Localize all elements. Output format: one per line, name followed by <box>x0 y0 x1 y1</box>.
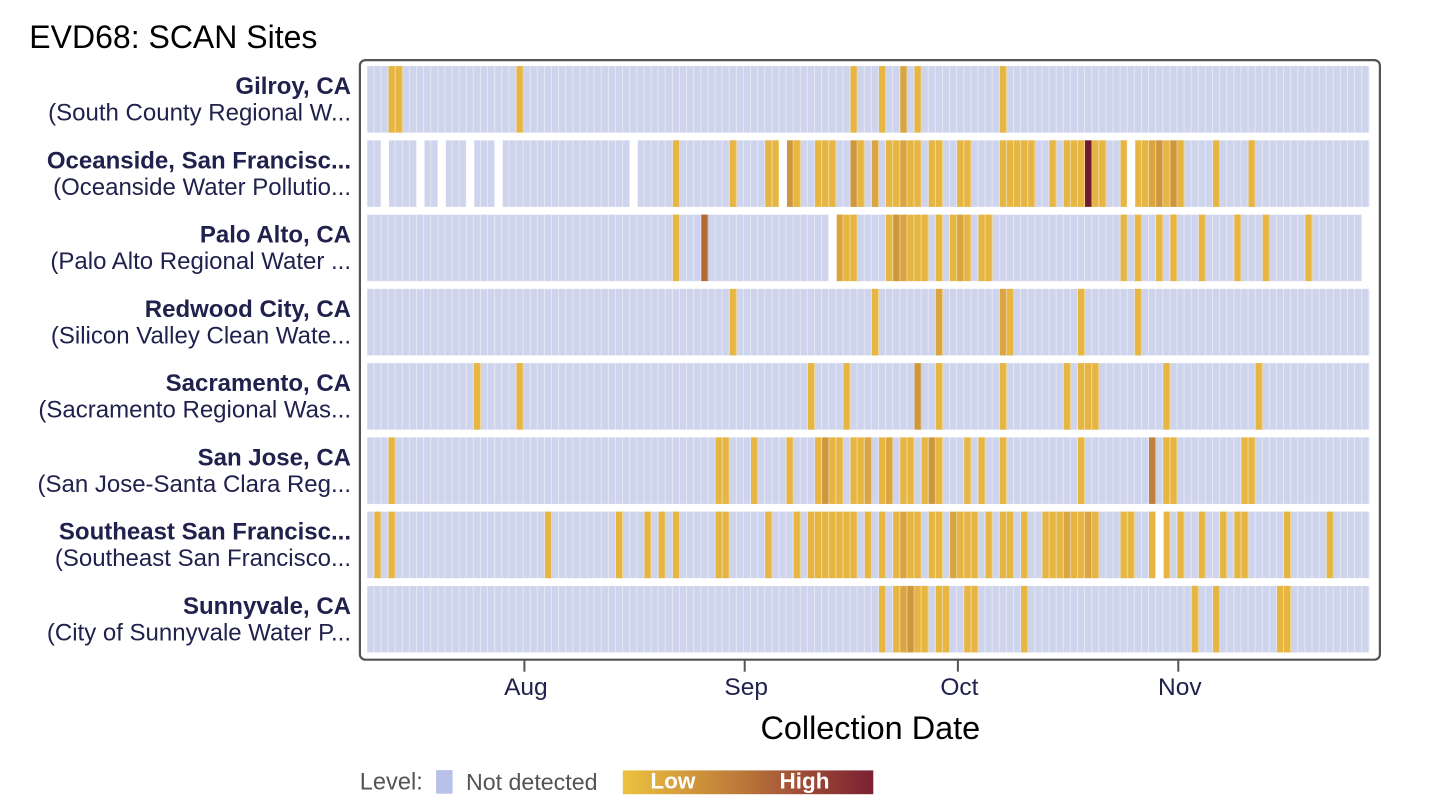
svg-text:(San Jose-Santa Clara Reg...: (San Jose-Santa Clara Reg... <box>38 471 352 498</box>
svg-text:(South County Regional W...: (South County Regional W... <box>48 100 351 127</box>
svg-text:Low: Low <box>650 769 695 794</box>
svg-text:Gilroy, CA: Gilroy, CA <box>235 73 351 100</box>
svg-text:(Oceanside Water Pollutio...: (Oceanside Water Pollutio... <box>53 174 351 201</box>
svg-text:(Southeast San Francisco...: (Southeast San Francisco... <box>55 545 351 572</box>
svg-text:Sunnyvale, CA: Sunnyvale, CA <box>183 593 351 620</box>
svg-text:(City of Sunnyvale Water P...: (City of Sunnyvale Water P... <box>47 620 351 647</box>
svg-text:Palo Alto, CA: Palo Alto, CA <box>200 222 351 249</box>
svg-text:Oct: Oct <box>940 674 978 701</box>
svg-text:Aug: Aug <box>504 674 548 701</box>
svg-text:Not detected: Not detected <box>466 769 597 795</box>
svg-text:Nov: Nov <box>1158 674 1202 701</box>
svg-text:San Jose, CA: San Jose, CA <box>198 444 351 471</box>
svg-text:(Sacramento Regional Was...: (Sacramento Regional Was... <box>38 397 351 424</box>
svg-text:Redwood City, CA: Redwood City, CA <box>145 296 351 323</box>
svg-text:Level:: Level: <box>360 770 423 796</box>
svg-text:Collection Date: Collection Date <box>760 710 980 746</box>
svg-text:(Silicon Valley Clean Wate...: (Silicon Valley Clean Wate... <box>51 322 351 349</box>
svg-text:Sep: Sep <box>724 674 768 701</box>
svg-text:EVD68: SCAN Sites: EVD68: SCAN Sites <box>29 19 317 55</box>
svg-text:Oceanside, San Francisc...: Oceanside, San Francisc... <box>47 147 351 174</box>
svg-text:Southeast San Francisc...: Southeast San Francisc... <box>59 519 351 546</box>
svg-text:High: High <box>780 769 830 794</box>
svg-text:Sacramento, CA: Sacramento, CA <box>166 370 351 397</box>
svg-text:(Palo Alto Regional Water ...: (Palo Alto Regional Water ... <box>50 248 351 275</box>
